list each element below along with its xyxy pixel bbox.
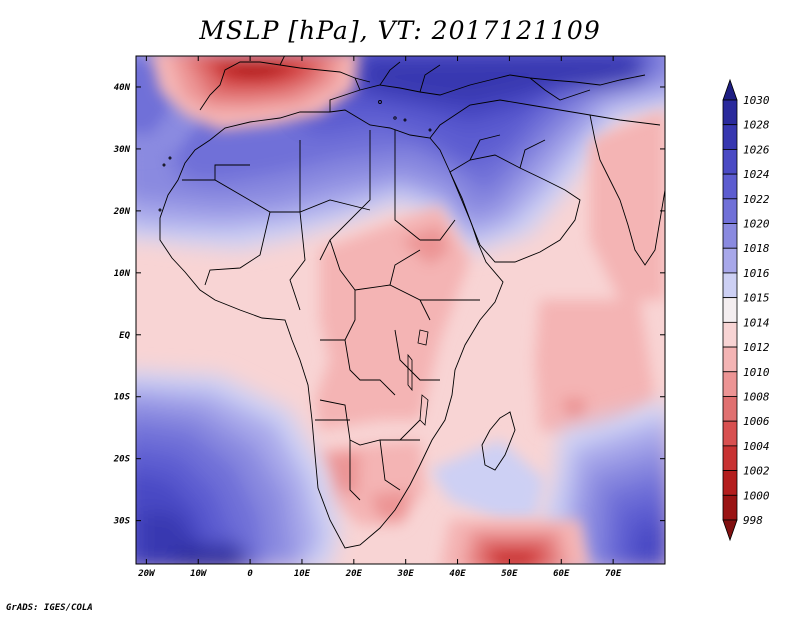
lon-tick-label: 20E [345,569,363,579]
colorbar-segment [722,470,738,496]
lon-tick-label: 0 [247,569,253,579]
lat-tick-label: 20S [113,455,131,465]
colorbar-label: 1004 [743,440,770,453]
colorbar-segment [722,223,738,249]
lat-tick-label: 30S [113,517,131,527]
lat-tick-label: 10N [114,269,131,279]
lat-tick-label: 30N [113,145,131,155]
colorbar-segment [722,198,738,224]
south-atlantic-high [136,370,340,564]
indian-ocean-low [535,110,665,440]
colorbar-label: 998 [743,514,763,527]
plot-title: MSLP [hPa], VT: 2017121109 [199,16,601,45]
lon-tick-label: 30E [397,569,415,579]
colorbar-segment [722,445,738,471]
south-indian-high [540,401,665,564]
southern-low [441,520,589,564]
colorbar-min-triangle [722,519,738,542]
colorbar-label: 1020 [743,218,770,231]
colorbar-label: 1016 [743,267,770,280]
colorbar-label: 1022 [743,193,770,206]
pressure-field [136,56,665,564]
lat-tick-label: 10S [114,393,131,403]
colorbar-segment [722,99,738,126]
colorbar-label: 1010 [743,366,770,379]
colorbar-segment [722,420,738,447]
colorbar-segment [722,173,738,200]
plot-frame [135,55,666,565]
axes: 20W 10W 0 10E 20E 30E 40E 50E 60E 70E 40N 30N 20N 10N… [113,56,665,579]
south-band [430,440,545,520]
colorbar-label: 1028 [743,119,770,132]
colorbar-segment [722,494,738,521]
lat-tick-label: EQ [119,331,130,341]
coastlines [158,56,665,549]
colorbar-label: 1018 [743,242,770,255]
colorbar-segment [722,297,738,323]
colorbar-segment [722,272,738,299]
lon-tick-label: 20W [137,569,156,579]
colorbar-label: 1002 [743,465,770,478]
colorbar-label: 1030 [743,94,770,107]
colorbar-label: 1014 [743,316,770,329]
lon-tick-label: 50E [501,569,518,579]
colorbar-segment [722,371,738,397]
lat-tick-label: 20N [113,207,131,217]
colorbar-segment [722,346,738,373]
colorbar-segment [722,396,738,422]
colorbar-label: 1026 [743,143,770,156]
colorbar-label: 1012 [743,341,770,354]
colorbar-segment [722,149,738,175]
lon-tick-label: 60E [553,569,570,579]
colorbar-max-triangle [722,78,738,101]
lon-tick-label: 70E [605,569,622,579]
colorbar-label: 1024 [743,168,770,181]
colorbar-label: 1008 [743,390,770,403]
colorbar-label: 1006 [743,415,770,428]
colorbar-segment [722,124,738,150]
colorbar-label: 1000 [743,489,770,502]
lakes [407,329,429,426]
footer-credit: GrADS: IGES/COLA [6,603,93,613]
colorbar: 1030 1028 1026 1024 1022 1020 1018 1016 1015 1014… [722,78,770,542]
lon-tick-label: 40E [449,569,466,579]
colorbar-label: 1015 [743,292,770,305]
lon-tick-label: 10E [294,569,311,579]
lat-tick-label: 40N [114,83,131,93]
colorbar-segment [722,247,738,274]
colorbar-segment [722,321,738,348]
lon-tick-label: 10W [190,569,208,579]
